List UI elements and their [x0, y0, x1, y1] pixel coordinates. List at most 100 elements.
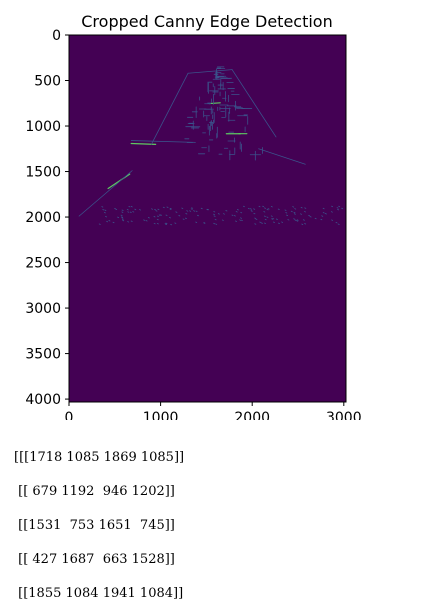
edge-line: [293, 213, 296, 215]
edge-line: [277, 208, 280, 210]
x-tick-label: 0: [65, 410, 74, 420]
edge-line: [322, 212, 325, 214]
edge-line: [169, 207, 172, 210]
edge-detection-figure: Cropped Canny Edge Detection 0 1000 2000 30…: [25, 12, 361, 420]
edge-line: [275, 218, 278, 220]
console-output-line: [[1855 1084 1941 1084]]: [14, 586, 184, 601]
edge-line: [304, 211, 306, 213]
console-output-line: [[ 427 1687 663 1528]]: [14, 552, 175, 567]
edge-line: [145, 220, 148, 222]
edge-line: [284, 209, 287, 211]
edge-line: [121, 211, 124, 213]
edge-line: [191, 207, 194, 209]
edge-line: [165, 222, 168, 225]
edge-line: [258, 205, 261, 208]
edge-line: [260, 222, 263, 224]
edge-line: [103, 211, 106, 214]
edge-line: [302, 219, 305, 221]
edge-line: [300, 206, 303, 209]
edge-line: [266, 208, 269, 211]
edge-line: [126, 208, 129, 211]
edge-line: [213, 215, 216, 217]
edge-line: [254, 223, 257, 225]
edge-line: [121, 216, 124, 218]
edge-line: [331, 219, 334, 221]
edge-line: [158, 214, 161, 216]
edge-line: [235, 220, 237, 222]
edge-line: [338, 205, 341, 208]
y-tick-label: 500: [34, 74, 61, 90]
edge-line: [290, 210, 293, 213]
edge-line: [304, 223, 307, 225]
edge-line: [214, 218, 217, 221]
edge-line: [263, 215, 266, 217]
edge-line: [255, 218, 258, 220]
edge-line: [335, 221, 338, 224]
edge-line: [213, 222, 216, 225]
edge-line: [293, 218, 296, 220]
edge-line: [112, 221, 115, 224]
edge-line: [130, 140, 196, 143]
edge-line: [213, 213, 216, 216]
edge-line: [217, 213, 220, 215]
plot-frame: [68, 34, 347, 403]
edge-line: [203, 222, 206, 224]
edge-line: [128, 205, 131, 208]
edge-line: [139, 209, 141, 211]
edge-line: [270, 215, 273, 217]
edge-line: [122, 219, 125, 222]
edge-line: [129, 211, 132, 213]
edge-line: [182, 218, 185, 220]
edge-line: [156, 222, 159, 225]
edge-line: [156, 215, 159, 217]
edge-line: [264, 218, 267, 221]
edge-line: [184, 217, 187, 220]
edge-line: [324, 213, 327, 215]
edge-line: [287, 219, 290, 221]
y-tick-label: 4000: [25, 392, 61, 408]
edge-line: [264, 207, 266, 209]
edge-line: [127, 211, 130, 213]
edge-line: [130, 220, 133, 222]
edge-line: [270, 205, 273, 208]
edge-line: [195, 221, 198, 223]
edge-line: [193, 210, 196, 212]
edge-line: [98, 223, 101, 225]
edge-line: [223, 213, 225, 215]
edge-line: [151, 208, 154, 210]
edge-line: [247, 207, 250, 210]
x-tick-label: 1000: [143, 410, 179, 420]
edge-line: [169, 216, 171, 219]
edge-line: [236, 209, 239, 211]
edge-line: [186, 210, 189, 212]
edge-line: [286, 214, 289, 217]
edge-line: [250, 210, 253, 212]
edge-line: [266, 216, 269, 218]
console-output-line: [[ 679 1192 946 1202]]: [14, 484, 175, 499]
edge-line: [200, 207, 203, 210]
edge-line: [309, 216, 312, 218]
edge-line: [331, 205, 334, 208]
edge-line: [225, 210, 228, 212]
edge-line: [259, 221, 262, 223]
edge-line: [239, 219, 242, 221]
edge-line: [281, 221, 284, 223]
y-tick-label: 1500: [25, 165, 61, 181]
edge-line: [231, 69, 277, 138]
edge-line: [330, 211, 333, 213]
edge-line: [134, 208, 137, 211]
edge-line: [157, 208, 160, 211]
edge-line: [264, 222, 266, 224]
edge-line: [263, 211, 266, 213]
edge-line: [165, 223, 167, 226]
edge-line: [301, 223, 304, 225]
edge-line: [175, 211, 178, 213]
edge-line: [151, 72, 189, 145]
edge-line: [127, 221, 130, 223]
edge-line: [185, 213, 188, 215]
edge-line: [240, 217, 242, 219]
edge-line: [155, 210, 158, 212]
y-tick-label: 0: [52, 28, 61, 44]
edge-line: [160, 214, 163, 216]
edge-line: [300, 213, 302, 215]
